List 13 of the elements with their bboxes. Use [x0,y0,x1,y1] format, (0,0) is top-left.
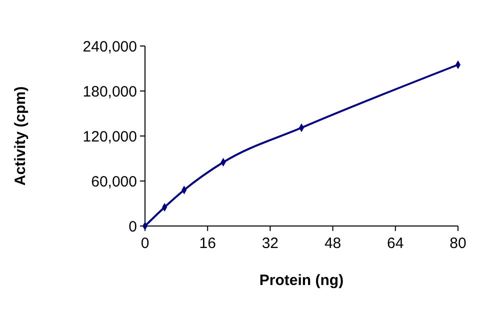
x-tick-label: 16 [199,235,216,252]
x-tick-label: 32 [262,235,279,252]
y-axis-title: Activity (cpm) [12,86,29,186]
y-tick-label: 0 [128,218,137,236]
x-axis-title: Protein (ng) [259,272,344,289]
y-tick-label: 180,000 [82,83,137,100]
x-tick-label: 80 [450,235,466,252]
y-tick-label: 60,000 [91,173,137,190]
y-tick-label: 240,000 [82,38,137,56]
y-tick-label: 120,000 [82,128,137,146]
x-tick-label: 48 [324,235,342,252]
x-tick-label: 64 [387,235,404,252]
x-tick-label: 0 [140,235,150,252]
